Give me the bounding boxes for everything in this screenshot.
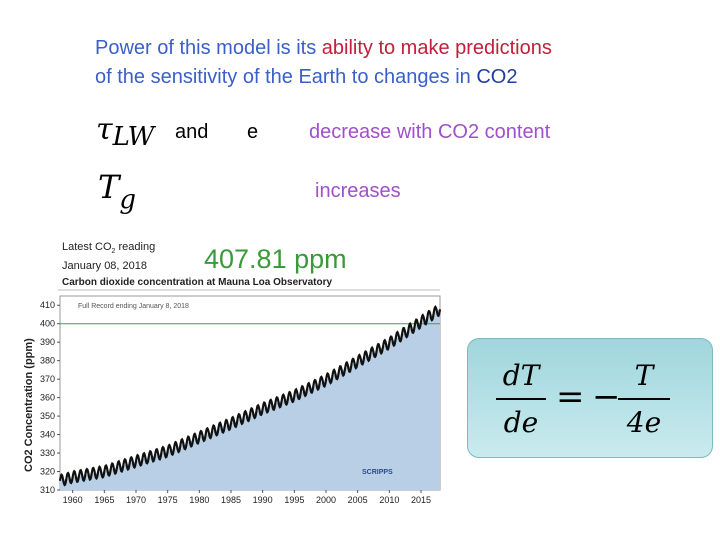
scripps-logo: SCRIPPS — [362, 469, 393, 476]
latest-reading-label: Latest CO2 reading — [62, 241, 155, 255]
y-tick-label: 340 — [40, 430, 55, 440]
lhs-fraction-bar — [496, 398, 546, 400]
full-record-label: Full Record ending January 8, 2018 — [78, 303, 189, 310]
x-tick-label: 1985 — [221, 495, 241, 505]
y-tick-label: 370 — [40, 374, 55, 384]
title-line-1: Power of this model is its ability to ma… — [95, 37, 552, 59]
increases-text: increases — [315, 180, 401, 202]
x-tick-label: 2015 — [411, 495, 431, 505]
y-tick-label: 320 — [40, 467, 55, 477]
x-tick-label: 1975 — [158, 495, 178, 505]
co2-chart-svg: Latest CO2 reading January 08, 2018 407.… — [23, 241, 442, 505]
rhs-fraction-bar — [618, 398, 670, 400]
lhs-fraction: dT de — [496, 359, 546, 439]
x-tick-label: 1980 — [189, 495, 209, 505]
y-tick-label: 310 — [40, 485, 55, 495]
rhs-fraction: T 4e — [618, 359, 670, 439]
co2-series-line — [58, 305, 442, 487]
x-tick-label: 1995 — [284, 495, 304, 505]
y-tick-label: 380 — [40, 356, 55, 366]
minus-sign: − — [592, 377, 621, 417]
chart-subtitle: Carbon dioxide concentration at Mauna Lo… — [62, 277, 332, 288]
slide-title: Power of this model is its ability to ma… — [95, 34, 552, 92]
title-highlight: ability to make predictions — [321, 37, 552, 59]
y-tick-label: 360 — [40, 393, 55, 403]
co2-area — [60, 309, 440, 490]
y-tick-label: 400 — [40, 319, 55, 329]
e-text: e — [247, 121, 259, 143]
x-tick-label: 2005 — [348, 495, 368, 505]
and-text: and — [175, 121, 209, 143]
x-tick-label: 1970 — [126, 495, 146, 505]
x-tick-label: 1960 — [63, 495, 83, 505]
x-tick-label: 1990 — [253, 495, 273, 505]
ppm-reading: 407.81 ppm — [204, 244, 347, 274]
x-tick-label: 1965 — [94, 495, 114, 505]
equation-box: dT de = − T 4e — [467, 338, 713, 458]
y-tick-label: 390 — [40, 337, 55, 347]
y-tick-label: 410 — [40, 300, 55, 310]
y-tick-label: 330 — [40, 448, 55, 458]
equals-sign: = — [556, 377, 585, 417]
title-line-2: of the sensitivity of the Earth to chang… — [95, 66, 518, 88]
y-axis-label: CO2 Concentration (ppm) — [23, 338, 35, 472]
y-tick-label: 350 — [40, 411, 55, 421]
reading-date: January 08, 2018 — [62, 260, 147, 272]
decrease-text: decrease with CO2 content — [309, 121, 551, 143]
co2-chart: Latest CO2 reading January 08, 2018 407.… — [18, 236, 448, 508]
tau-lw-symbol: τLW — [96, 112, 155, 152]
x-tick-label: 2000 — [316, 495, 336, 505]
tg-symbol: Tg — [98, 168, 136, 215]
x-tick-label: 2010 — [379, 495, 399, 505]
